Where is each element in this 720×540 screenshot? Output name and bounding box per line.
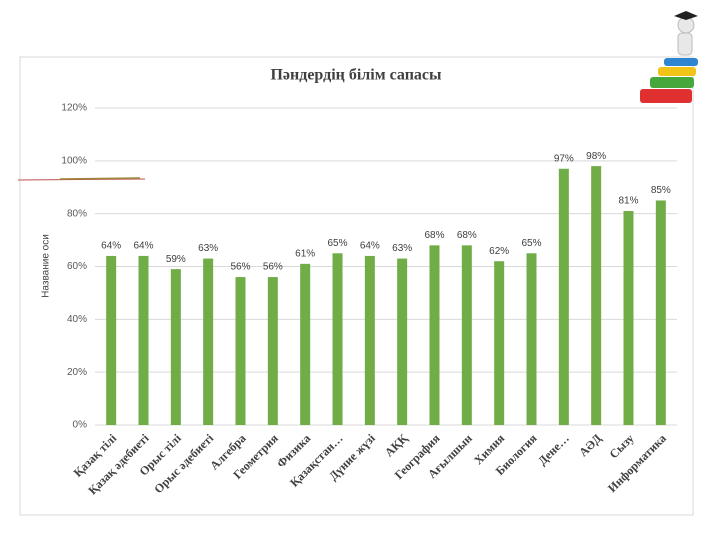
- value-label: 63%: [198, 243, 218, 254]
- value-label: 61%: [295, 248, 315, 259]
- value-label: 85%: [651, 185, 671, 196]
- value-label: 65%: [327, 238, 347, 249]
- y-axis-title: Название оси: [41, 234, 52, 298]
- value-label: 64%: [360, 241, 380, 252]
- value-label: 56%: [230, 262, 250, 273]
- value-label: 68%: [424, 230, 444, 241]
- y-tick-label: 120%: [61, 103, 87, 114]
- y-tick-label: 20%: [67, 367, 87, 378]
- bar: [558, 168, 569, 425]
- bar: [203, 258, 214, 425]
- bar: [494, 261, 505, 425]
- value-label: 64%: [101, 241, 121, 252]
- decor-line: [17, 178, 146, 181]
- value-label: 62%: [489, 246, 509, 257]
- y-tick-label: 40%: [67, 314, 87, 325]
- y-tick-label: 60%: [67, 261, 87, 272]
- bar: [429, 245, 440, 425]
- bar: [300, 263, 311, 425]
- value-label: 56%: [263, 262, 283, 273]
- value-label: 64%: [133, 241, 153, 252]
- bar: [170, 269, 181, 425]
- bar: [332, 253, 343, 425]
- chart-frame: [19, 56, 694, 516]
- value-label: 68%: [457, 230, 477, 241]
- bar: [267, 277, 278, 425]
- value-label: 98%: [586, 151, 606, 162]
- bar: [461, 245, 472, 425]
- bar: [397, 258, 408, 425]
- bar: [235, 277, 246, 425]
- bar: [655, 200, 666, 425]
- value-label: 63%: [392, 243, 412, 254]
- bar: [138, 255, 149, 425]
- bar: [526, 253, 537, 425]
- bar: [591, 166, 602, 425]
- books-icon: [640, 11, 698, 103]
- value-label: 97%: [554, 153, 574, 164]
- bar: [106, 255, 117, 425]
- y-tick-label: 80%: [67, 208, 87, 219]
- bar: [364, 255, 375, 425]
- bar: [623, 211, 634, 425]
- value-label: 65%: [521, 238, 541, 249]
- y-tick-label: 0%: [73, 420, 88, 431]
- value-label: 59%: [166, 254, 186, 265]
- y-tick-label: 100%: [61, 155, 87, 166]
- decor-line: [59, 177, 141, 180]
- value-label: 81%: [618, 196, 638, 207]
- chart-title: Пәндердің білім сапасы: [270, 67, 442, 84]
